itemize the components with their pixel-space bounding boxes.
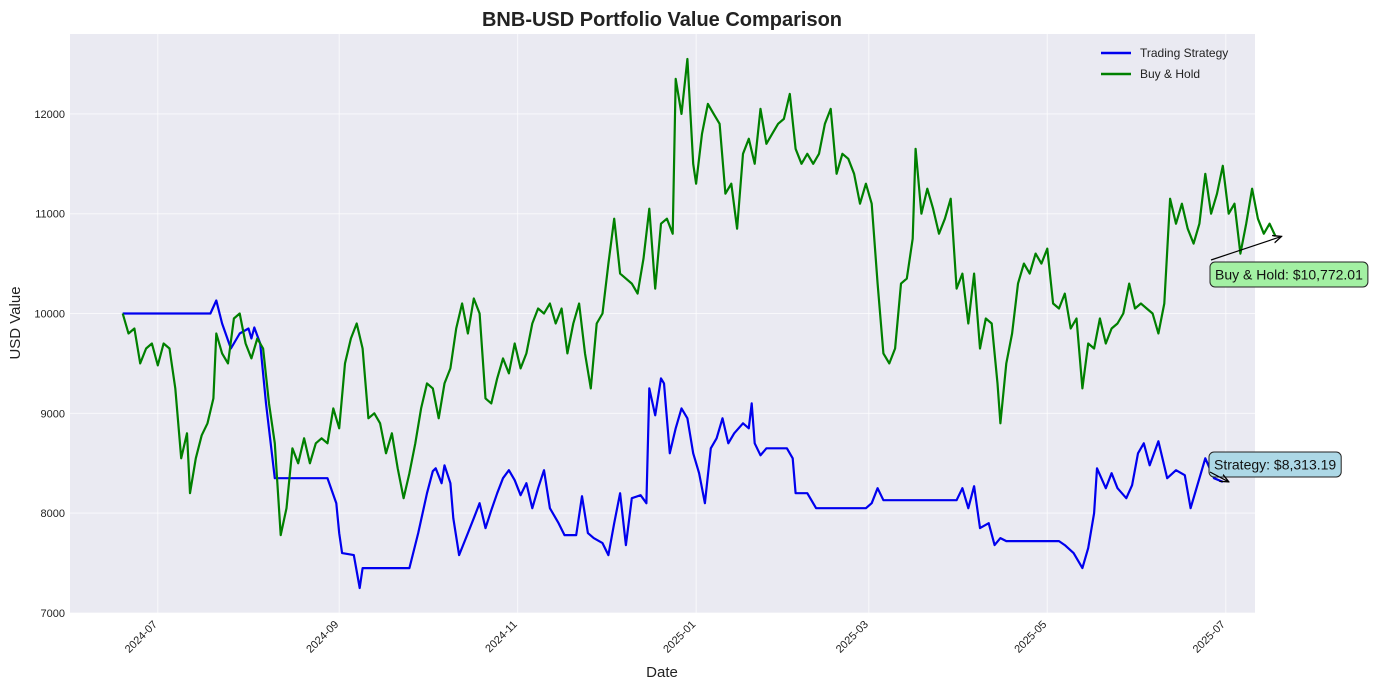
annotations: Buy & Hold: $10,772.01 Strategy: $8,313.1… xyxy=(1208,236,1369,482)
annotation-buy-hold-box xyxy=(1209,261,1369,288)
annotation-strategy: Strategy: $8,313.19 xyxy=(1208,451,1342,482)
legend: Trading Strategy Buy & Hold xyxy=(1101,46,1228,81)
y-tick-label: 7000 xyxy=(41,608,65,620)
series-line-buy-hold xyxy=(121,57,1277,537)
legend-label-trading-strategy: Trading Strategy xyxy=(1140,46,1228,60)
annotation-strategy-arrow xyxy=(1209,471,1229,482)
y-tick-label: 10000 xyxy=(34,309,65,321)
chart-title: BNB-USD Portfolio Value Comparison xyxy=(482,9,842,31)
grid xyxy=(70,34,1255,614)
y-tick-label: 8000 xyxy=(41,508,65,520)
y-tick-label: 11000 xyxy=(35,209,65,221)
x-axis-label: Date xyxy=(646,664,678,681)
y-tick-label: 9000 xyxy=(41,408,65,420)
annotation-buy-hold-text: Buy & Hold: $10,772.01 xyxy=(1215,267,1363,283)
annotation-strategy-box xyxy=(1208,451,1342,478)
legend-label-buy-hold: Buy & Hold xyxy=(1140,67,1200,81)
annotation-strategy-text: Strategy: $8,313.19 xyxy=(1214,457,1336,473)
annotation-buy-hold-arrow xyxy=(1210,236,1281,261)
series-lines xyxy=(121,57,1277,590)
y-tick-label: 12000 xyxy=(34,109,65,121)
series-line-trading-strategy xyxy=(122,299,1224,590)
plot-area xyxy=(70,34,1255,613)
y-axis-label: USD Value xyxy=(7,286,24,359)
annotation-buy-hold: Buy & Hold: $10,772.01 xyxy=(1209,236,1369,288)
